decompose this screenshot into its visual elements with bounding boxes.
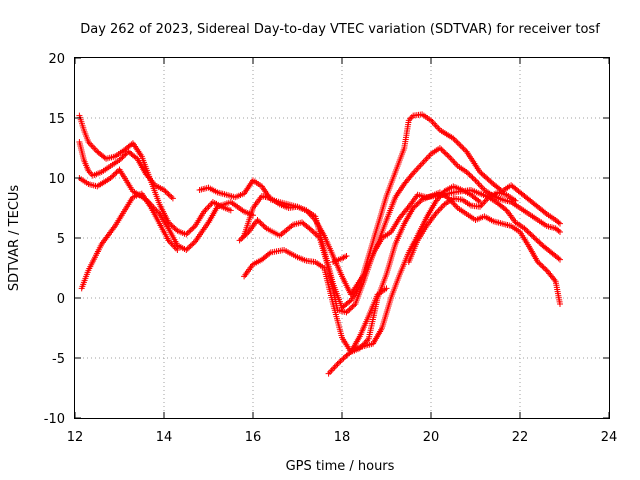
series-track-11 [330, 253, 350, 265]
plot-frame [74, 57, 610, 419]
y-tick-label: 15 [48, 112, 65, 127]
y-tick-label: 5 [57, 232, 65, 247]
y-tick-label: -5 [52, 352, 65, 367]
x-tick-label: 12 [67, 430, 84, 445]
x-tick-label: 20 [423, 430, 440, 445]
grid [75, 58, 609, 418]
series-markers [76, 112, 234, 238]
series-track-2 [76, 139, 176, 202]
series-markers [405, 189, 519, 265]
series-markers [76, 139, 176, 202]
series-markers [325, 183, 483, 377]
y-tick-label: 20 [48, 52, 65, 67]
series-track-10 [347, 285, 390, 355]
x-tick-label: 14 [156, 430, 173, 445]
x-tick-label: 24 [601, 430, 618, 445]
series-markers [78, 190, 181, 292]
y-tick-label: 0 [57, 292, 65, 307]
x-axis-label: GPS time / hours [286, 459, 395, 474]
x-tick-label: 16 [245, 430, 262, 445]
series-track-4 [78, 190, 181, 292]
x-tick-label: 18 [334, 430, 351, 445]
y-tick-label: -10 [44, 412, 65, 427]
axis-ticks: 12 14 16 18 20 22 24 -10 -5 0 5 10 15 20 [44, 52, 618, 445]
plot-area [76, 111, 563, 377]
series-markers [330, 253, 350, 265]
x-tick-label: 22 [512, 430, 529, 445]
chart-title: Day 262 of 2023, Sidereal Day-to-day VTE… [80, 22, 600, 37]
y-tick-label: 10 [48, 172, 65, 187]
y-axis-label: SDTVAR / TECUs [7, 185, 22, 292]
series-markers [347, 285, 390, 355]
series-track-12 [405, 189, 519, 265]
